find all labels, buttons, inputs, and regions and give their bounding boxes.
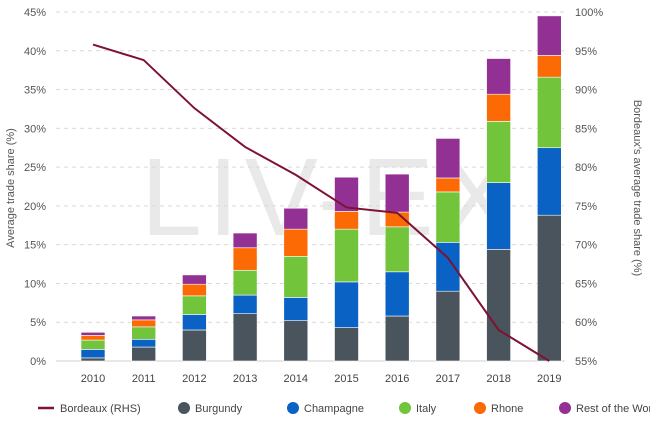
bar-segment-burgundy [233,314,257,361]
legend-dot-swatch [178,402,190,414]
bar-segment-champagne [335,282,359,328]
bar-segment-burgundy [182,330,206,361]
bar-segment-burgundy [436,291,460,361]
x-tick-label: 2013 [233,373,257,385]
bar-segment-italy [81,340,105,349]
y-axis-label-left: Average trade share (%) [5,128,17,248]
bar-segment-rhone [537,55,561,77]
bar-segment-burgundy [335,328,359,361]
y-tick-label-right: 90% [575,85,597,97]
legend-item: Rhone [474,402,523,415]
y-tick-label-right: 75% [575,201,597,213]
bar-segment-rhone [132,320,156,327]
x-tick-label: 2017 [436,373,460,385]
y-tick-label-right: 55% [575,356,597,368]
legend-item: Italy [399,402,437,415]
y-tick-label-left: 10% [24,278,46,290]
y-tick-label-left: 20% [24,201,46,213]
legend-label: Champagne [304,403,364,415]
bar-segment-rest-of-the-world [537,16,561,56]
bar-segment-rhone [335,211,359,229]
bar-segment-rhone [233,248,257,270]
legend-label: Italy [416,403,437,415]
bar-segment-rest-of-the-world [132,316,156,320]
y-tick-label-right: 60% [575,317,597,329]
bar-segment-rest-of-the-world [487,59,511,95]
bar-segment-italy [487,121,511,182]
x-tick-label: 2014 [284,373,308,385]
bar-segment-burgundy [385,316,409,361]
bar-segment-rest-of-the-world [284,208,308,229]
bar-segment-champagne [182,314,206,330]
legend-label: Bordeaux (RHS) [60,403,141,415]
y-tick-label-right: 85% [575,123,597,135]
x-tick-label: 2018 [486,373,510,385]
bar-segment-rest-of-the-world [436,138,460,178]
y-tick-label-left: 35% [24,85,46,97]
bar-segment-burgundy [132,347,156,361]
bar-segment-italy [182,296,206,315]
y-tick-label-right: 70% [575,240,597,252]
bar-segment-champagne [487,183,511,250]
bar-segment-rest-of-the-world [182,275,206,284]
bar-segment-rhone [284,229,308,256]
bar-segment-rest-of-the-world [385,174,409,212]
x-tick-label: 2011 [132,373,156,385]
bar-segment-italy [537,77,561,148]
bar-segment-rhone [436,178,460,192]
legend-dot-swatch [474,402,486,414]
bar-segment-italy [284,256,308,297]
y-axis-label-right: Bordeaux's average trade share (%) [631,100,643,276]
bar-segment-italy [335,229,359,282]
bar-segment-burgundy [487,249,511,361]
bar-segment-burgundy [537,215,561,361]
bar-segment-italy [233,270,257,295]
bar-segment-champagne [385,272,409,316]
y-tick-label-right: 65% [575,278,597,290]
y-tick-label-left: 0% [30,356,46,368]
y-tick-label-left: 30% [24,123,46,135]
legend-item: Rest of the World [559,402,650,415]
y-tick-label-left: 5% [30,317,46,329]
bar-segment-champagne [537,148,561,215]
y-tick-label-left: 45% [24,7,46,19]
x-tick-label: 2012 [182,373,206,385]
bar-segment-rhone [487,94,511,121]
x-tick-label: 2016 [385,373,409,385]
bar-segment-italy [132,327,156,339]
bar-segment-burgundy [284,321,308,361]
bar-segment-champagne [81,349,105,358]
bar-segment-italy [436,192,460,242]
legend-label: Rest of the World [576,403,650,415]
bar-segment-champagne [233,295,257,314]
legend-label: Rhone [491,403,523,415]
y-tick-label-left: 15% [24,240,46,252]
bar-segment-rhone [81,335,105,340]
bar-segment-burgundy [81,358,105,361]
legend-dot-swatch [559,402,571,414]
y-tick-label-right: 95% [575,46,597,58]
y-tick-label-right: 80% [575,162,597,174]
bar-segment-champagne [132,339,156,347]
x-tick-label: 2010 [81,373,105,385]
legend-item: Burgundy [178,402,243,415]
legend-item: Bordeaux (RHS) [38,403,141,415]
legend-item: Champagne [287,402,364,415]
bar-segment-italy [385,227,409,272]
bar-segment-champagne [284,297,308,320]
y-tick-label-left: 40% [24,46,46,58]
x-tick-label: 2019 [537,373,561,385]
y-tick-label-left: 25% [24,162,46,174]
bar-segment-rest-of-the-world [233,233,257,248]
bar-segment-rest-of-the-world [81,332,105,335]
bar-segment-rhone [182,284,206,296]
x-tick-label: 2015 [334,373,358,385]
y-tick-label-right: 100% [575,7,603,19]
bar-segment-rest-of-the-world [335,177,359,211]
legend-label: Burgundy [195,403,243,415]
legend-dot-swatch [287,402,299,414]
legend-dot-swatch [399,402,411,414]
